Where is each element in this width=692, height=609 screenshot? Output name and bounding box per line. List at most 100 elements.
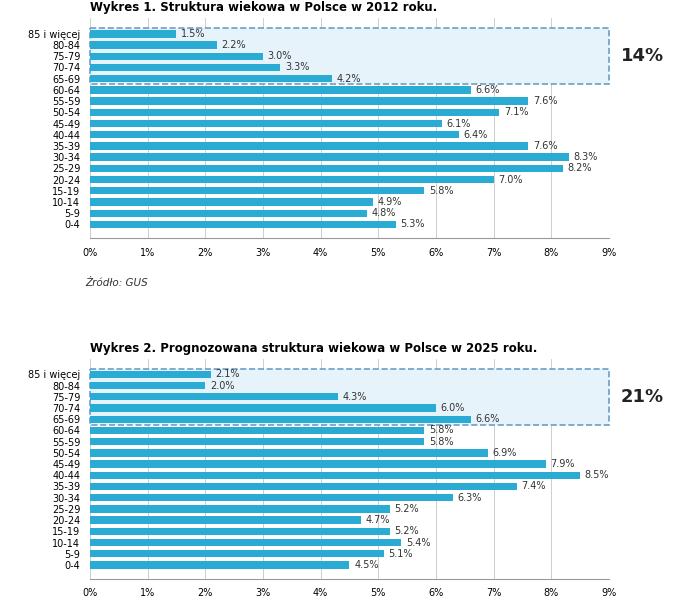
Bar [90, 516, 361, 524]
Text: 5.2%: 5.2% [394, 526, 419, 537]
Text: 5.2%: 5.2% [394, 504, 419, 514]
Bar [90, 75, 332, 82]
Bar [90, 427, 424, 434]
Bar [90, 153, 569, 161]
Text: 1.5%: 1.5% [181, 29, 206, 39]
Text: 7.0%: 7.0% [498, 175, 522, 185]
Text: 8.5%: 8.5% [585, 470, 609, 481]
Text: 2.0%: 2.0% [210, 381, 235, 390]
Text: 6.4%: 6.4% [464, 130, 488, 139]
Text: 4.3%: 4.3% [343, 392, 367, 402]
Bar [90, 176, 493, 183]
Bar [90, 199, 372, 206]
Bar [90, 97, 528, 105]
Bar [90, 427, 424, 434]
Bar [90, 460, 545, 468]
Text: 5.8%: 5.8% [429, 437, 453, 446]
Text: 21%: 21% [621, 388, 664, 406]
Bar [90, 143, 528, 150]
Bar [90, 108, 500, 116]
Text: 6.9%: 6.9% [493, 448, 517, 458]
Bar [90, 30, 176, 38]
Bar [90, 64, 280, 71]
Text: Źródło: GUS: Źródło: GUS [85, 278, 147, 287]
Bar [90, 449, 488, 457]
Text: 5.8%: 5.8% [429, 186, 453, 195]
Bar [90, 30, 176, 38]
Bar [90, 120, 441, 127]
Bar [90, 404, 436, 412]
Bar [90, 164, 563, 172]
Bar [90, 471, 580, 479]
Text: 7.6%: 7.6% [533, 96, 557, 106]
Bar [90, 41, 217, 49]
Bar [90, 97, 528, 105]
Bar [90, 438, 424, 445]
Bar [90, 64, 280, 71]
Bar [90, 438, 424, 445]
Bar [90, 460, 545, 468]
Bar [90, 527, 390, 535]
Text: 14%: 14% [621, 48, 664, 65]
Text: 7.9%: 7.9% [550, 459, 574, 469]
Bar [90, 505, 390, 513]
Text: 2.2%: 2.2% [221, 40, 246, 50]
Bar [90, 187, 424, 194]
Bar [90, 75, 332, 82]
Bar [90, 404, 436, 412]
Text: 2.1%: 2.1% [216, 370, 240, 379]
Text: 7.1%: 7.1% [504, 107, 529, 118]
Bar [90, 449, 488, 457]
Bar [90, 176, 493, 183]
Text: 6.1%: 6.1% [446, 119, 471, 128]
Bar [90, 199, 372, 206]
Text: 3.3%: 3.3% [285, 63, 309, 72]
Bar [90, 527, 390, 535]
Text: 7.6%: 7.6% [533, 141, 557, 151]
Bar [90, 209, 367, 217]
Text: 5.3%: 5.3% [400, 219, 425, 230]
Bar [90, 86, 471, 94]
Text: 8.3%: 8.3% [573, 152, 598, 162]
Bar [90, 516, 361, 524]
Bar [90, 415, 471, 423]
Text: 5.1%: 5.1% [389, 549, 413, 558]
Bar [90, 209, 367, 217]
Text: 4.5%: 4.5% [354, 560, 379, 570]
Bar [90, 393, 338, 401]
Text: 6.6%: 6.6% [475, 85, 500, 95]
Text: 5.8%: 5.8% [429, 426, 453, 435]
Bar [90, 143, 528, 150]
Text: 8.2%: 8.2% [567, 163, 592, 174]
Bar [90, 550, 384, 557]
Bar [90, 164, 563, 172]
Bar [90, 131, 459, 138]
Bar [90, 483, 517, 490]
Bar [90, 550, 384, 557]
Bar [90, 505, 390, 513]
Text: 4.8%: 4.8% [372, 208, 396, 218]
Bar [90, 187, 424, 194]
FancyBboxPatch shape [90, 28, 609, 84]
Text: 4.7%: 4.7% [365, 515, 390, 525]
Bar [90, 108, 500, 116]
Text: 3.0%: 3.0% [268, 51, 292, 62]
Bar [90, 539, 401, 546]
FancyBboxPatch shape [90, 369, 609, 425]
Text: 6.6%: 6.6% [475, 414, 500, 424]
Bar [90, 494, 453, 501]
Bar [90, 371, 211, 378]
Bar [90, 52, 263, 60]
Bar [90, 52, 263, 60]
Bar [90, 41, 217, 49]
Bar [90, 220, 396, 228]
Bar [90, 86, 471, 94]
Bar [90, 382, 206, 389]
Bar [90, 393, 338, 401]
Text: 6.3%: 6.3% [458, 493, 482, 502]
Bar [90, 539, 401, 546]
Text: 7.4%: 7.4% [521, 482, 546, 491]
Bar [90, 494, 453, 501]
Bar [90, 382, 206, 389]
Text: Wykres 1. Struktura wiekowa w Polsce w 2012 roku.: Wykres 1. Struktura wiekowa w Polsce w 2… [90, 1, 437, 15]
